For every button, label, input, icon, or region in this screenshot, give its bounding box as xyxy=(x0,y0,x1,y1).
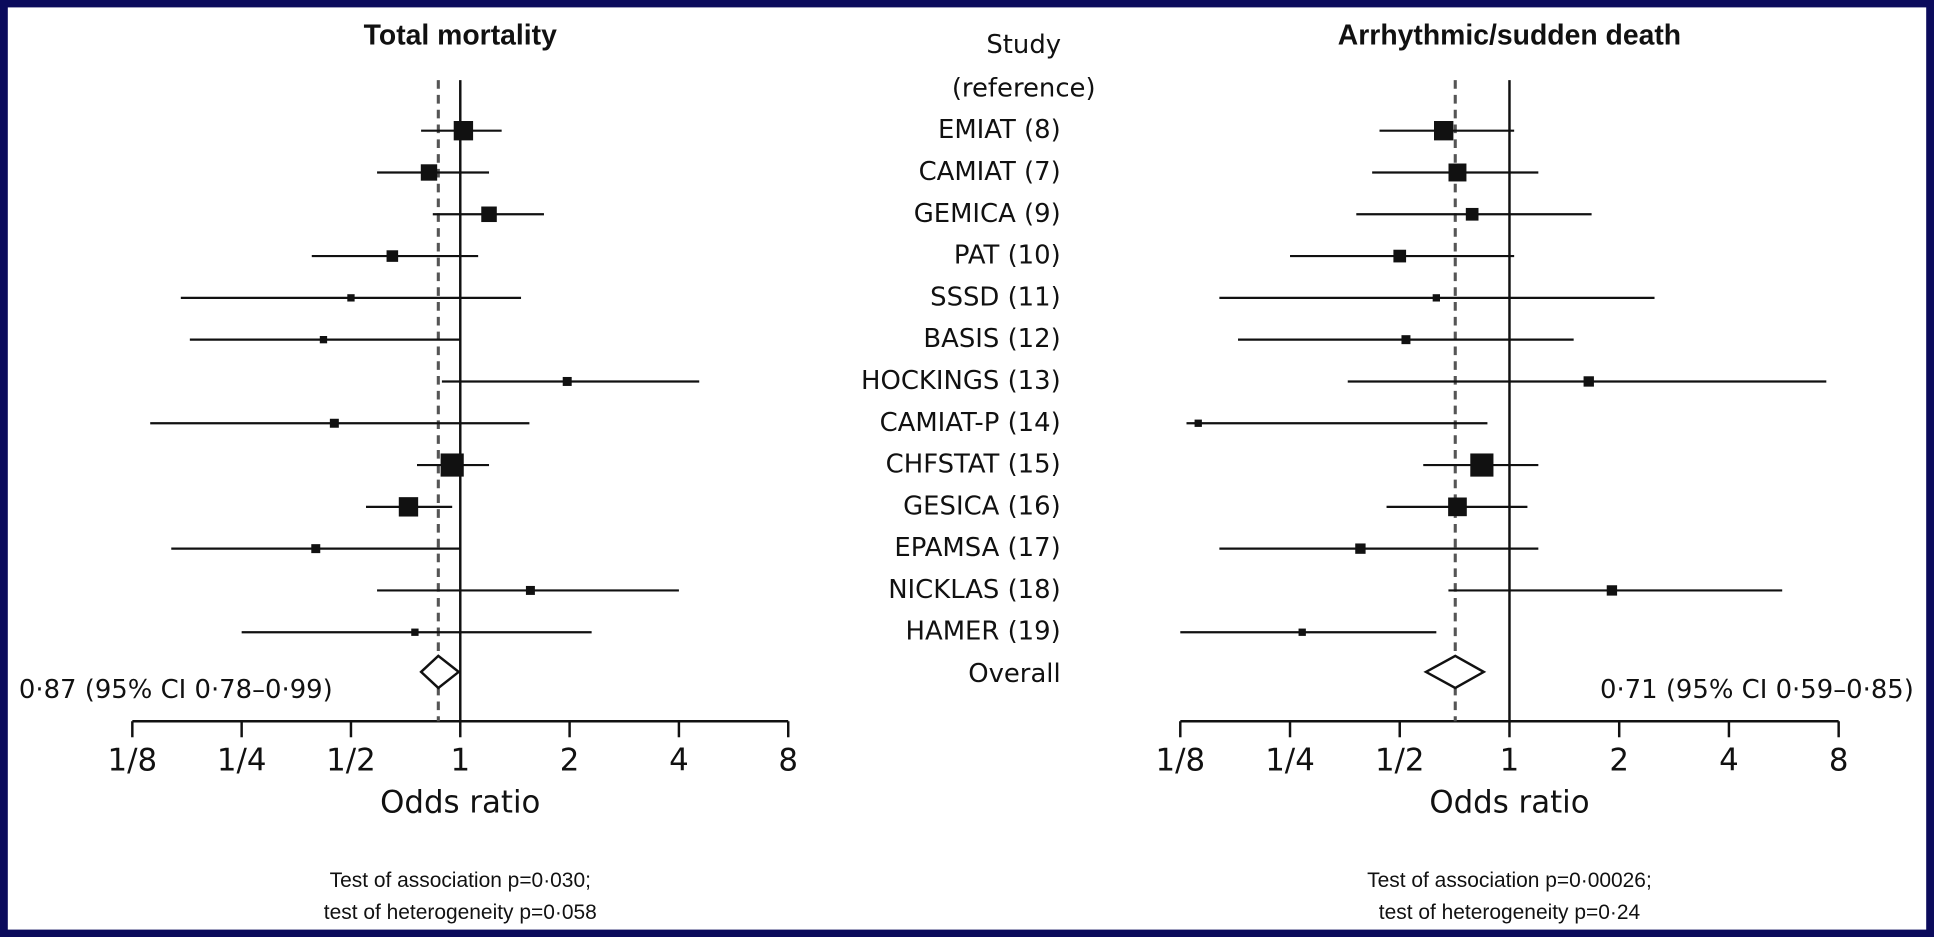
study-label: HAMER (19) xyxy=(906,617,1061,647)
x-tick-label: 1/8 xyxy=(1155,742,1205,778)
estimate-square xyxy=(1434,120,1454,141)
background xyxy=(7,7,1927,930)
estimate-square xyxy=(1401,335,1411,345)
study-header: Study xyxy=(986,30,1061,60)
estimate-square xyxy=(1355,543,1366,554)
estimate-square xyxy=(420,164,438,181)
x-tick-label: 4 xyxy=(1719,742,1739,778)
x-tick-label: 1/8 xyxy=(108,742,158,778)
estimate-square xyxy=(1432,294,1440,302)
study-label: BASIS (12) xyxy=(923,324,1060,354)
estimate-square xyxy=(1298,628,1306,636)
overall-diamond xyxy=(419,654,461,690)
estimate-square xyxy=(1194,419,1202,427)
study-label: Overall xyxy=(968,659,1060,689)
footnote: Test of association p=0·030; xyxy=(330,869,591,892)
estimate-square xyxy=(1448,163,1467,182)
estimate-square xyxy=(1393,249,1407,263)
study-label: CHFSTAT (15) xyxy=(886,450,1061,480)
study-label: CAMIAT-P (14) xyxy=(880,408,1061,438)
overall-label: 0·87 (95% CI 0·78–0·99) xyxy=(19,675,333,705)
estimate-square xyxy=(411,628,419,636)
study-label: CAMIAT (7) xyxy=(919,157,1061,187)
estimate-square xyxy=(398,497,419,517)
x-tick-label: 1/4 xyxy=(217,742,267,778)
estimate-square xyxy=(311,544,321,554)
footnote: Test of association p=0·00026; xyxy=(1367,869,1652,892)
x-tick-label: 1/4 xyxy=(1265,742,1315,778)
overall-label: 0·71 (95% CI 0·59–0·85) xyxy=(1600,675,1914,705)
x-tick-label: 8 xyxy=(1829,742,1849,778)
x-tick-label: 2 xyxy=(1609,742,1629,778)
x-tick-label: 2 xyxy=(560,742,580,778)
estimate-square xyxy=(481,206,497,223)
chart-title: Arrhythmic/sudden death xyxy=(1338,19,1681,51)
estimate-square xyxy=(525,585,535,595)
x-axis-label: Odds ratio xyxy=(380,784,540,820)
estimate-square xyxy=(440,453,464,477)
study-label: EMIAT (8) xyxy=(938,115,1061,145)
estimate-square xyxy=(386,250,399,262)
estimate-square xyxy=(562,376,572,386)
estimate-square xyxy=(1583,376,1594,387)
study-label: HOCKINGS (13) xyxy=(861,366,1061,396)
estimate-square xyxy=(1448,497,1467,517)
study-label: PAT (10) xyxy=(954,241,1061,271)
footnote: test of heterogeneity p=0·058 xyxy=(324,901,597,924)
estimate-square xyxy=(347,294,355,302)
study-label: GESICA (16) xyxy=(903,491,1061,521)
x-axis-label: Odds ratio xyxy=(1429,784,1589,820)
x-tick-label: 8 xyxy=(778,742,798,778)
study-header: (reference) xyxy=(952,73,1096,103)
x-tick-label: 4 xyxy=(669,742,689,778)
estimate-square xyxy=(1465,207,1479,221)
x-tick-label: 1/2 xyxy=(326,742,376,778)
chart-title: Total mortality xyxy=(364,19,557,51)
estimate-square xyxy=(329,418,339,428)
study-label: SSSD (11) xyxy=(930,282,1061,312)
x-tick-label: 1 xyxy=(450,742,470,778)
overall-diamond xyxy=(1423,654,1487,690)
estimate-square xyxy=(453,120,474,141)
x-tick-label: 1 xyxy=(1500,742,1520,778)
study-label: GEMICA (9) xyxy=(914,199,1061,229)
footnote: test of heterogeneity p=0·24 xyxy=(1379,901,1641,924)
estimate-square xyxy=(1606,585,1618,596)
study-label: NICKLAS (18) xyxy=(888,575,1061,605)
estimate-square xyxy=(319,336,328,344)
study-label: EPAMSA (17) xyxy=(894,533,1060,563)
estimate-square xyxy=(1470,453,1494,477)
x-tick-label: 1/2 xyxy=(1375,742,1425,778)
